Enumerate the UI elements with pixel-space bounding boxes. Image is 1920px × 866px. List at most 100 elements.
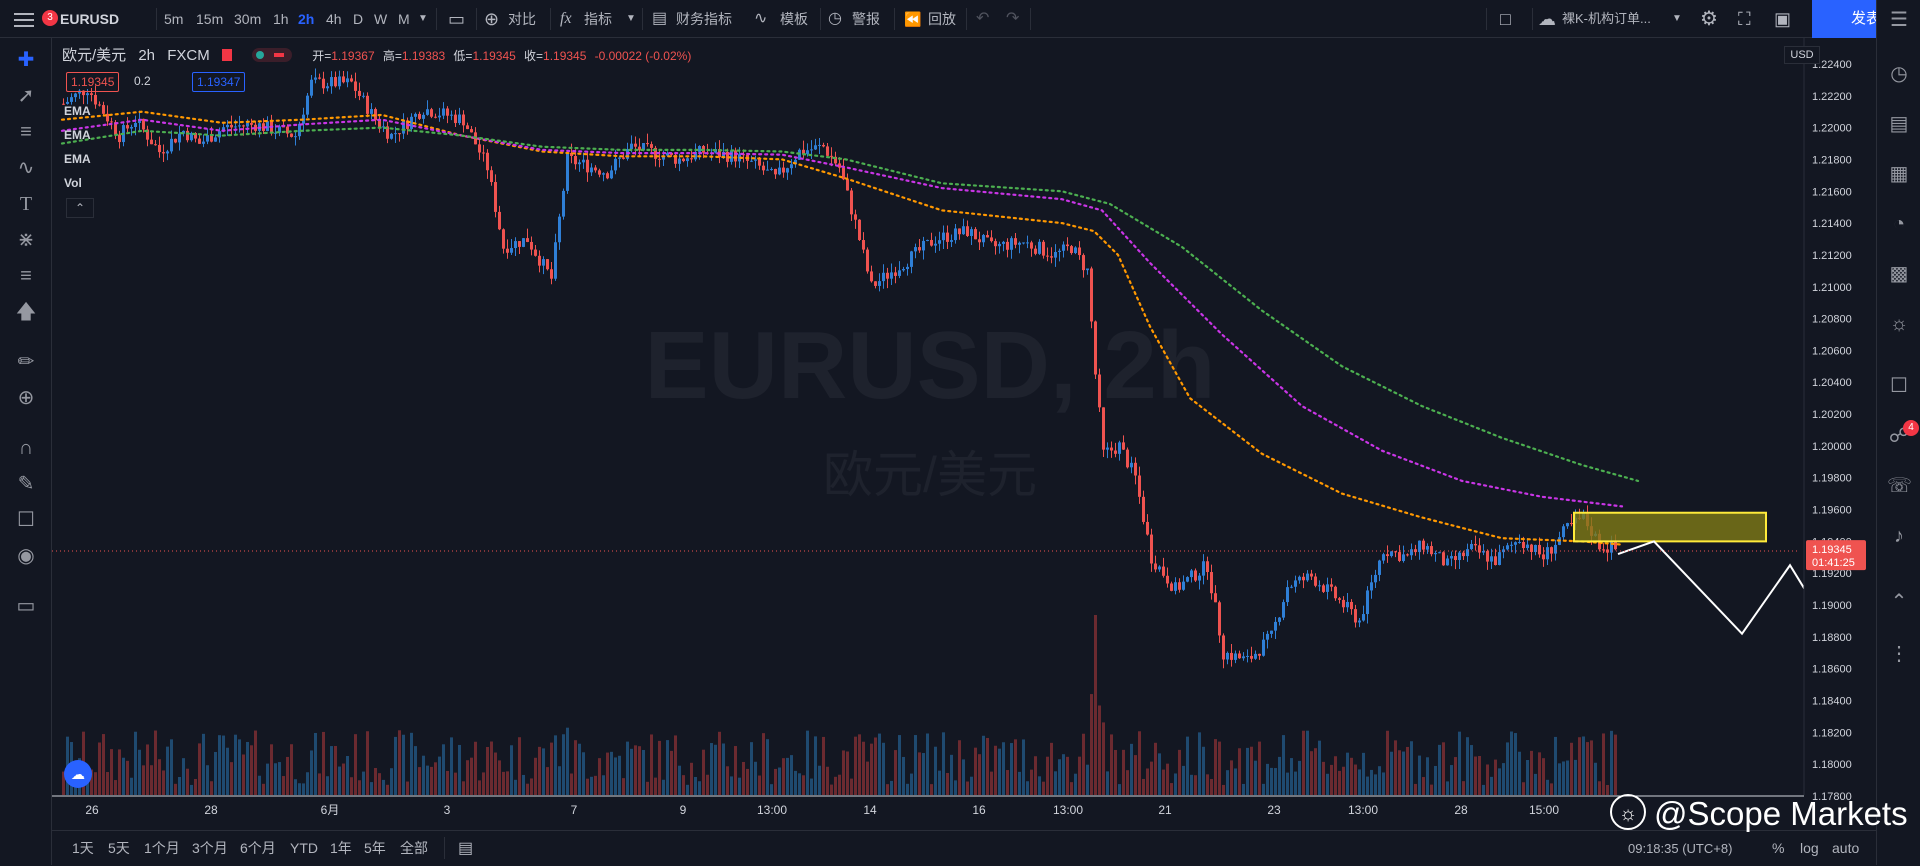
text-tool-icon[interactable]: T xyxy=(19,193,33,215)
interval-1h[interactable]: 1h xyxy=(273,11,289,27)
goto-date-icon[interactable]: ▤ xyxy=(458,840,474,857)
layout-icon[interactable]: □ xyxy=(1500,9,1511,29)
chevron-down-icon[interactable]: ▼ xyxy=(626,13,636,24)
news-icon[interactable]: ▤ xyxy=(1889,113,1909,135)
price-axis[interactable]: 1.22400 1.22200 1.22000 1.21800 1.21600 1.214… xyxy=(1803,38,1876,803)
prediction-icon[interactable]: ⋇ xyxy=(17,229,35,251)
gear-icon[interactable]: ⚙ xyxy=(1700,8,1718,30)
alerts-button[interactable]: 警报 xyxy=(852,11,880,27)
menu-button[interactable]: 3 xyxy=(8,8,58,32)
redo-icon[interactable]: ↷ xyxy=(1006,10,1020,27)
interval-2h[interactable]: 2h xyxy=(298,11,315,27)
financials-button[interactable]: 财务指标 xyxy=(676,11,732,27)
log-toggle[interactable]: log xyxy=(1800,840,1819,856)
ideas-icon[interactable]: ☼ xyxy=(1889,313,1909,335)
watchlist-icon[interactable]: ☰ xyxy=(1890,9,1908,31)
logo-icon[interactable]: ☁ xyxy=(64,760,92,788)
candle-body xyxy=(566,152,569,191)
calendar-icon[interactable]: ▦ xyxy=(1889,163,1909,185)
indicator-ema-2[interactable]: EMA xyxy=(64,128,91,142)
alerts-list-icon[interactable]: ◷ xyxy=(1890,63,1908,85)
time-axis[interactable]: 26 28 6月 3 7 9 13:00 14 16 13:00 21 23 13:00 28 15:00 xyxy=(52,795,1804,817)
indicator-vol[interactable]: Vol xyxy=(64,176,82,190)
interval-w[interactable]: W xyxy=(374,11,388,27)
indicators-icon[interactable]: fx xyxy=(560,10,572,27)
fib-retracement-icon[interactable]: ≡ xyxy=(20,121,32,143)
pair-name[interactable]: 欧元/美元 xyxy=(62,47,127,64)
volume-bar xyxy=(1166,763,1169,795)
measure-lines-icon[interactable]: ≡ xyxy=(20,265,32,287)
interval-30m[interactable]: 30m xyxy=(234,11,262,27)
replay-icon[interactable]: ⏪ xyxy=(904,11,922,27)
financials-icon[interactable]: ▤ xyxy=(652,10,668,27)
arrow-up-icon[interactable]: 🡅 xyxy=(15,301,37,323)
auto-toggle[interactable]: auto xyxy=(1832,840,1860,856)
range-ytd[interactable]: YTD xyxy=(290,840,318,856)
range-5d[interactable]: 5天 xyxy=(108,840,130,856)
fullscreen-icon[interactable]: ⛶ xyxy=(1738,9,1751,29)
interval-4h[interactable]: 4h xyxy=(326,11,342,27)
symbol-search[interactable]: EURUSD xyxy=(60,11,120,27)
interval-15m[interactable]: 15m xyxy=(196,11,224,27)
percent-toggle[interactable]: % xyxy=(1772,840,1785,856)
eye-icon[interactable]: ◉ xyxy=(17,545,35,567)
undo-icon[interactable]: ↶ xyxy=(976,10,990,27)
templates-icon[interactable]: ∿ xyxy=(754,10,768,27)
candle-style-icon[interactable]: ▭ xyxy=(448,9,466,29)
trash-icon[interactable]: ▭ xyxy=(16,595,36,617)
grid-icon[interactable]: ▩ xyxy=(1889,263,1909,285)
chat-icon[interactable]: ☐ xyxy=(1890,375,1908,397)
bell-icon[interactable]: ♪ xyxy=(1894,525,1904,547)
volume-bar xyxy=(1170,783,1173,795)
pattern-icon[interactable]: ∿ xyxy=(17,157,35,179)
bid-price[interactable]: 1.19345 xyxy=(66,72,120,92)
range-6m[interactable]: 6个月 xyxy=(240,840,276,856)
camera-icon[interactable]: ▣ xyxy=(1774,9,1792,29)
layout-name[interactable]: 裸K-机构订单... xyxy=(1562,11,1651,26)
range-1d[interactable]: 1天 xyxy=(72,840,94,856)
volume-bar xyxy=(1190,774,1193,795)
replay-button[interactable]: 回放 xyxy=(928,11,956,27)
range-all[interactable]: 全部 xyxy=(400,840,428,856)
magnet-icon[interactable]: ∩ xyxy=(18,437,34,459)
pencil-lock-icon[interactable]: ✎ xyxy=(17,473,35,495)
hotlist-icon[interactable]: ◔ xyxy=(1892,213,1906,235)
range-3m[interactable]: 3个月 xyxy=(192,840,228,856)
dots-grid-icon[interactable]: ⋮ xyxy=(1889,643,1909,665)
chevron-up-icon[interactable]: ⌃ xyxy=(1890,591,1908,613)
flag-icon[interactable] xyxy=(221,49,232,61)
ruler-icon[interactable]: ✏ xyxy=(17,351,35,373)
volume-bar xyxy=(398,730,401,795)
candle-body xyxy=(658,158,661,160)
candle-body xyxy=(1082,255,1085,271)
trend-line-icon[interactable]: ➚ xyxy=(17,85,35,107)
interval-5m[interactable]: 5m xyxy=(164,11,184,27)
zoom-icon[interactable]: ⊕ xyxy=(17,387,35,409)
volume-bar xyxy=(1094,615,1097,795)
alarm-icon[interactable]: ◷ xyxy=(828,10,842,27)
interval-m[interactable]: M xyxy=(398,11,410,27)
templates-button[interactable]: 模板 xyxy=(780,11,808,27)
currency-select[interactable]: USD xyxy=(1784,46,1820,64)
range-5y[interactable]: 5年 xyxy=(364,840,386,856)
interval-d[interactable]: D xyxy=(353,11,364,27)
compare-icon[interactable]: ⊕ xyxy=(484,9,500,29)
candle-body xyxy=(538,255,541,266)
collapse-indicators-button[interactable]: ⌃ xyxy=(66,198,94,218)
indicators-button[interactable]: 指标 xyxy=(584,11,612,27)
crosshair-icon[interactable]: ✚ xyxy=(17,49,35,71)
support-icon[interactable]: ☏ xyxy=(1887,475,1913,497)
chevron-down-icon[interactable]: ▼ xyxy=(418,13,428,24)
cloud-icon[interactable]: ☁ xyxy=(1538,9,1556,29)
ask-price[interactable]: 1.19347 xyxy=(192,72,246,92)
candle-body xyxy=(1354,609,1357,623)
indicator-ema-3[interactable]: EMA xyxy=(64,152,91,166)
indicator-ema-1[interactable]: EMA xyxy=(64,104,91,118)
range-1m[interactable]: 1个月 xyxy=(144,840,180,856)
range-1y[interactable]: 1年 xyxy=(330,840,352,856)
clock[interactable]: 09:18:35 (UTC+8) xyxy=(1628,841,1733,856)
compare-button[interactable]: 对比 xyxy=(508,11,536,27)
chevron-down-icon[interactable]: ▼ xyxy=(1672,13,1682,24)
lock-icon[interactable]: ☐ xyxy=(17,509,35,531)
